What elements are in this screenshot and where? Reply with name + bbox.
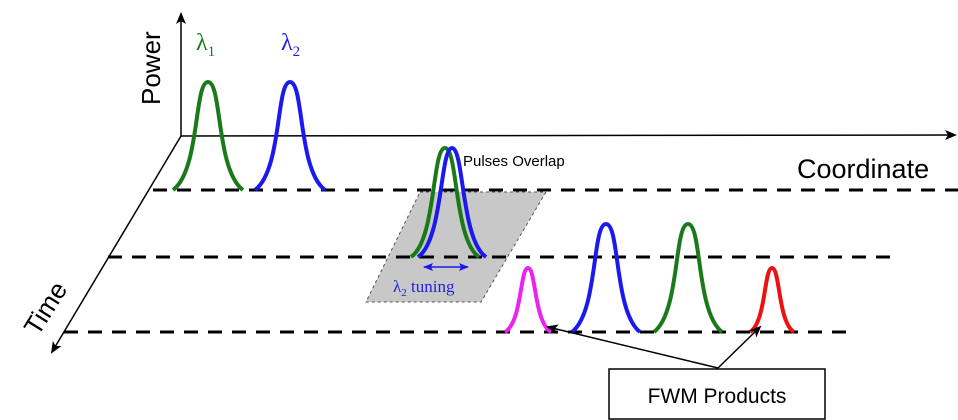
pulse-blue-bottom — [570, 221, 642, 334]
fwm-box — [608, 368, 826, 420]
fwm-label: FWM Products — [648, 385, 787, 408]
pulse-fwm-red — [748, 265, 796, 334]
overlap-label: Pulses Overlap — [463, 153, 565, 170]
coordinate-axis-label: Coordinate — [797, 154, 929, 184]
lambda2-label: λ2 — [281, 30, 300, 60]
pulse-fwm-magenta — [503, 265, 553, 334]
pulse-overlap-green — [409, 145, 481, 259]
fwm-arrow-right — [717, 325, 762, 369]
pulse-overlap-blue — [416, 145, 488, 259]
lambda1-label: λ1 — [196, 30, 215, 60]
time-axis — [50, 135, 182, 354]
fwm-arrow-left — [546, 324, 719, 369]
pulse-lambda2-top — [253, 79, 327, 192]
coordinate-axis — [180, 130, 957, 141]
overlap-region — [365, 191, 547, 303]
power-axis-label: Power — [136, 31, 166, 105]
tuning-label: λ2 tuning — [393, 277, 455, 299]
pulse-lambda1-top — [171, 79, 245, 192]
pulse-green-bottom — [652, 221, 724, 334]
